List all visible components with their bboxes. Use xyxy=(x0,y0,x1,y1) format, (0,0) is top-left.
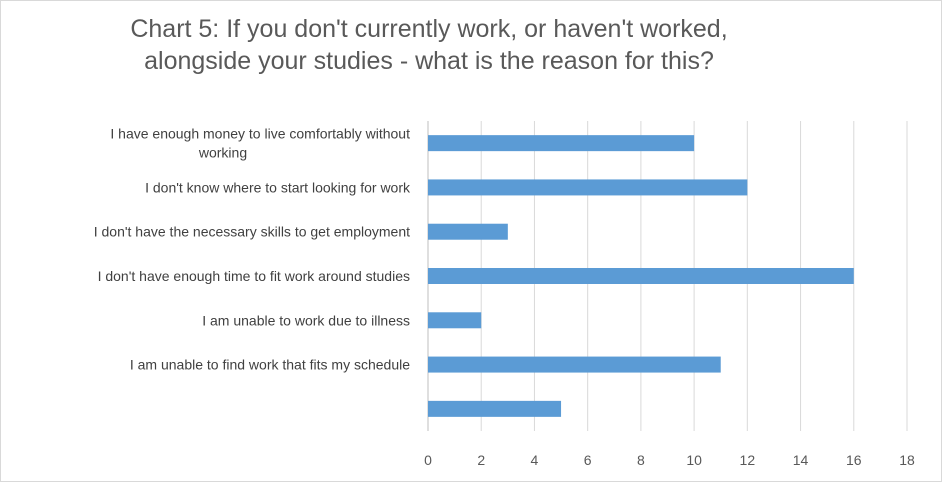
x-tick-18: 18 xyxy=(899,452,915,468)
x-tick-8: 8 xyxy=(637,452,645,468)
bar-1 xyxy=(428,179,748,196)
category-label-4: I am unable to work due to illness xyxy=(202,312,410,328)
chart-title: Chart 5: If you don't currently work, or… xyxy=(1,13,857,77)
category-label-3: I don't have enough time to fit work aro… xyxy=(98,268,410,284)
x-tick-14: 14 xyxy=(793,452,809,468)
x-tick-2: 2 xyxy=(477,452,485,468)
bar-3 xyxy=(428,268,854,284)
category-label-1: I don't know where to start looking for … xyxy=(145,179,411,195)
bar-6 xyxy=(428,400,562,417)
x-tick-10: 10 xyxy=(686,452,702,468)
bar-4 xyxy=(428,312,482,329)
bar-0 xyxy=(428,135,695,152)
x-tick-0: 0 xyxy=(424,452,432,468)
x-tick-16: 16 xyxy=(846,452,862,468)
category-labels: I have enough money to live comfortably … xyxy=(94,126,411,373)
bar-2 xyxy=(428,223,508,240)
x-tick-6: 6 xyxy=(584,452,592,468)
x-tick-12: 12 xyxy=(740,452,756,468)
category-label-5: I am unable to find work that fits my sc… xyxy=(130,357,410,373)
category-label-0-line-1: working xyxy=(198,145,247,161)
bar-5 xyxy=(428,356,721,373)
category-label-0-line-0: I have enough money to live comfortably … xyxy=(110,126,410,142)
category-label-2: I don't have the necessary skills to get… xyxy=(94,224,410,240)
chart-title-line-2: alongside your studies - what is the rea… xyxy=(144,47,714,75)
x-tick-4: 4 xyxy=(531,452,539,468)
chart-title-line-1: Chart 5: If you don't currently work, or… xyxy=(130,15,728,43)
x-tick-labels: 0 2 4 6 8 10 12 14 16 18 xyxy=(424,452,915,468)
bars xyxy=(428,135,854,417)
